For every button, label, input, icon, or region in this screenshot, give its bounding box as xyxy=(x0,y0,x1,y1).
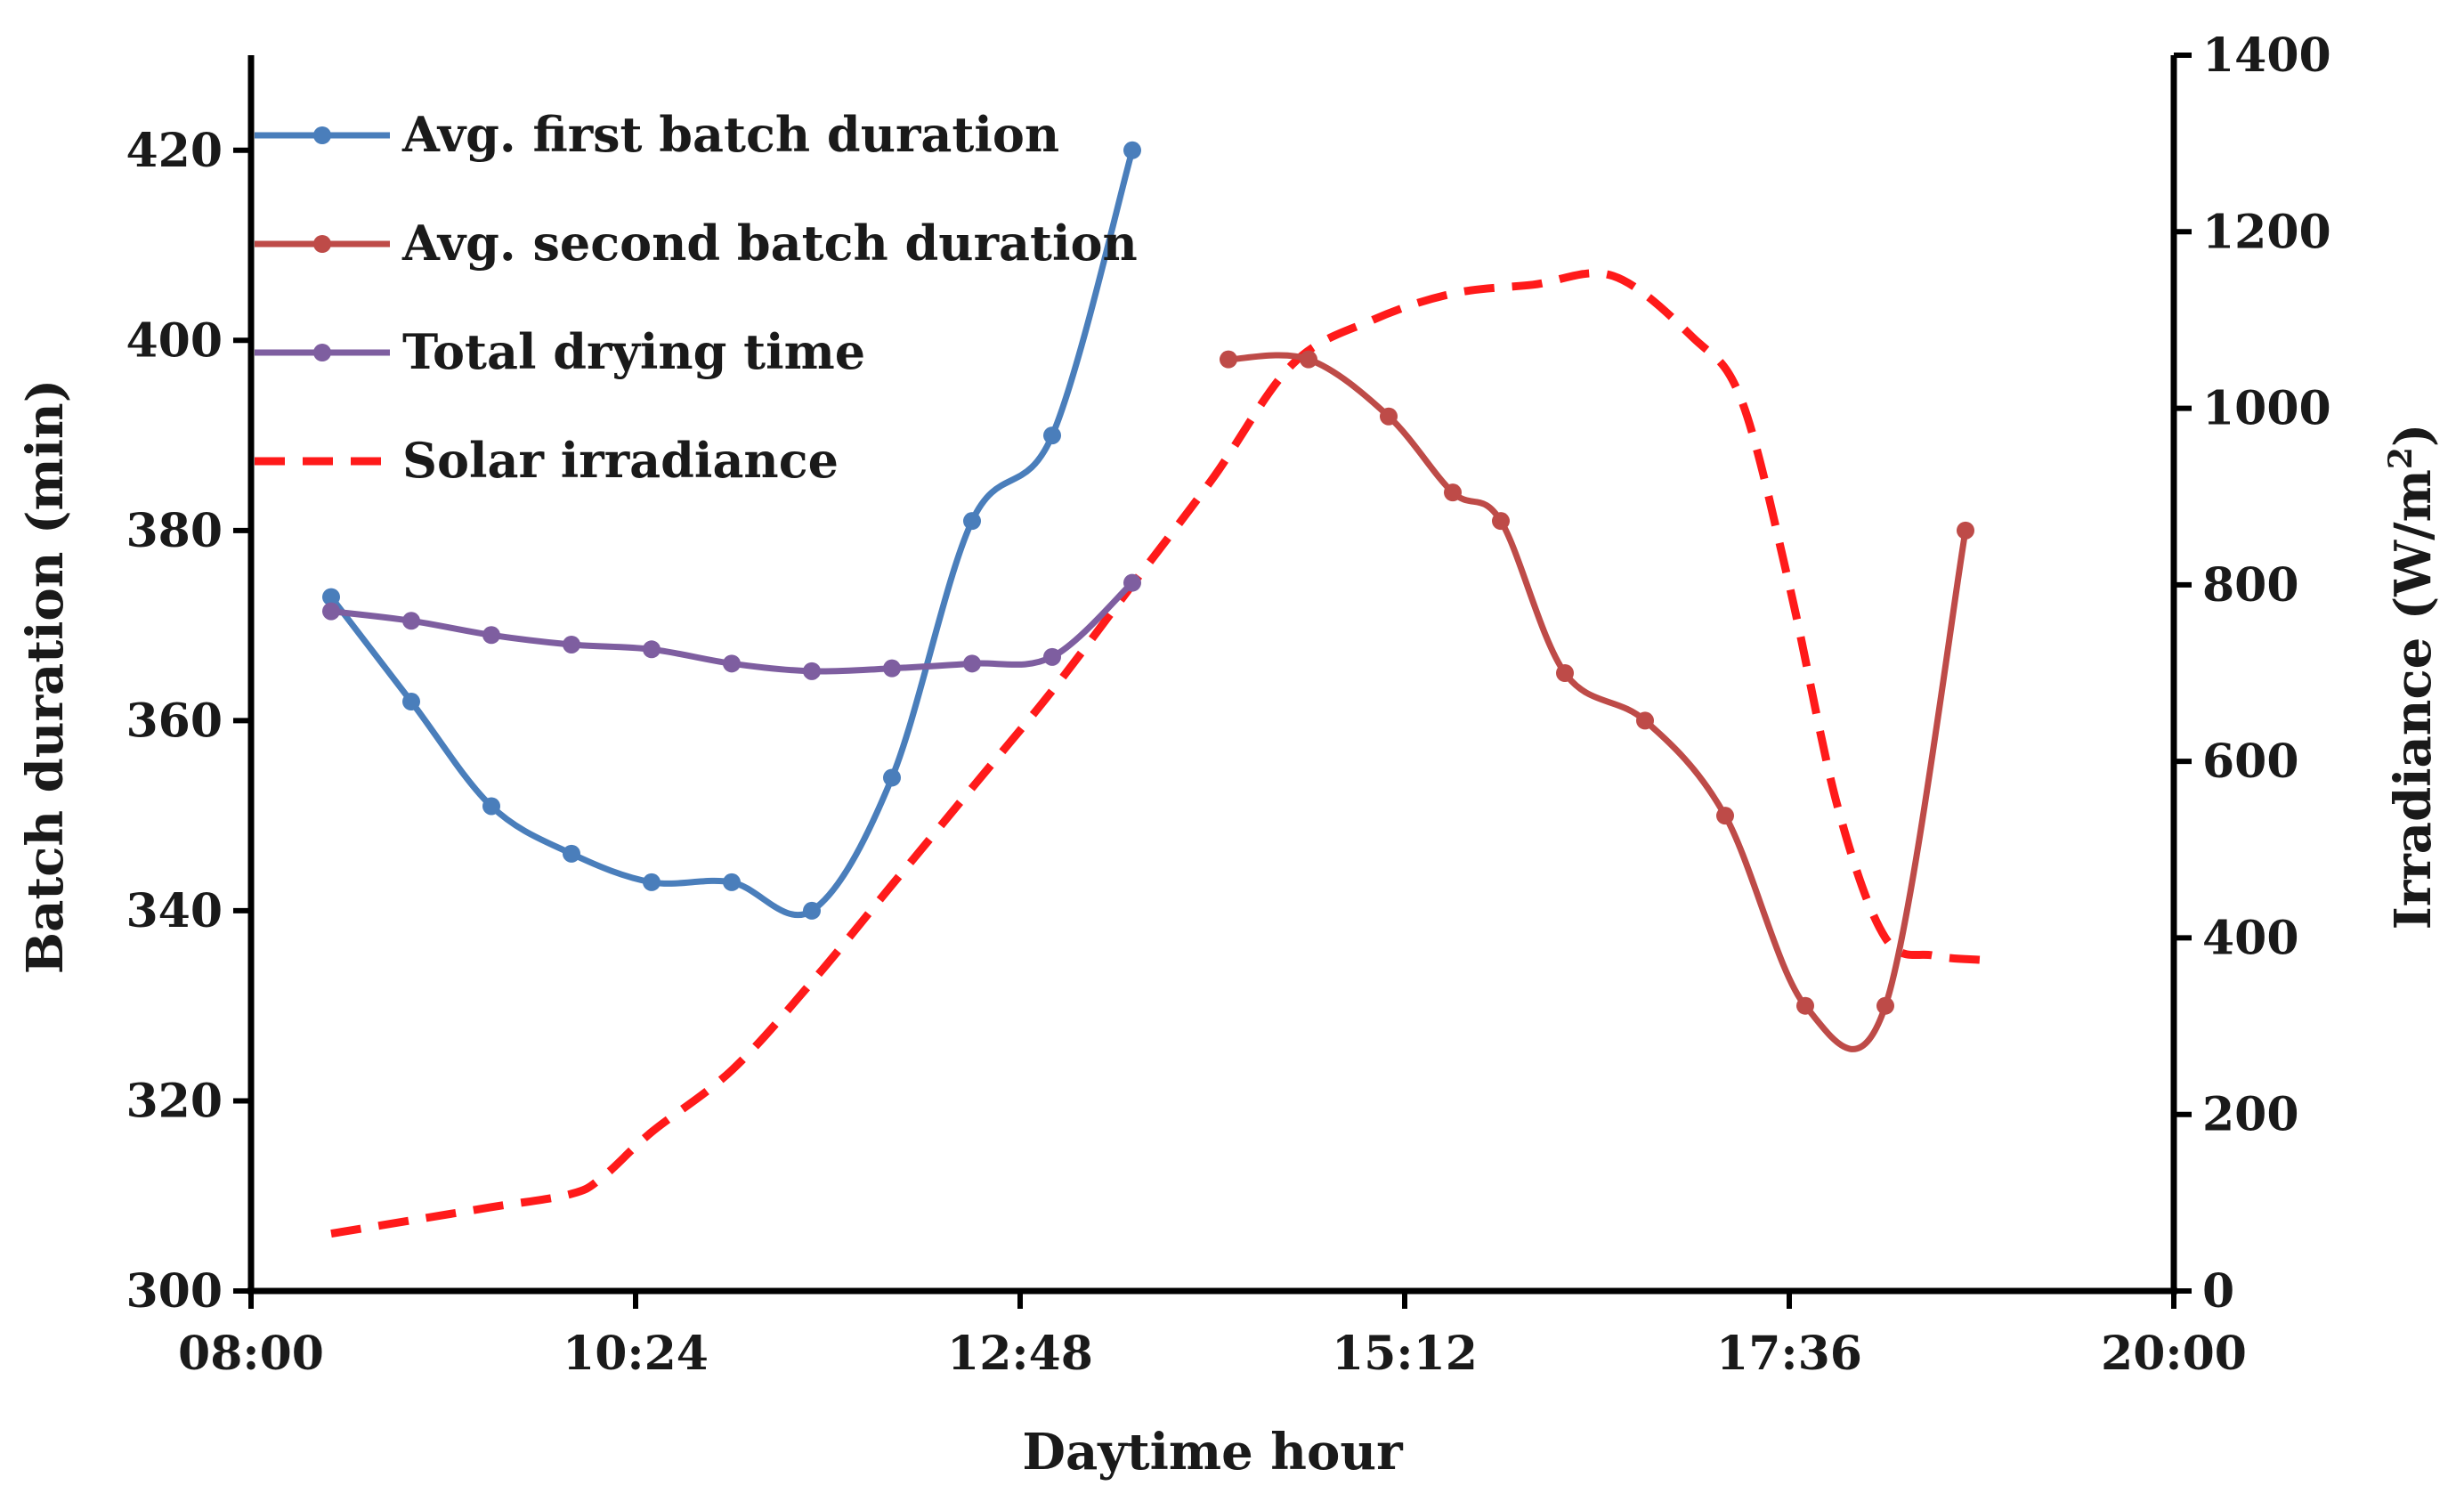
data-point xyxy=(883,659,901,678)
y2-tick-label: 0 xyxy=(2202,1264,2234,1319)
series-line-avg-first-batch-duration xyxy=(328,149,1136,919)
y-axis-title: Batch duration (min) xyxy=(16,379,75,974)
data-point xyxy=(322,588,340,606)
x-tick-label: 10:24 xyxy=(563,1327,709,1381)
legend-item-solar-irradiance: Solar irradiance xyxy=(255,432,839,489)
y-tick-label: 360 xyxy=(126,694,223,748)
data-point xyxy=(803,662,821,680)
data-point xyxy=(1123,573,1141,592)
y2-tick-label: 800 xyxy=(2202,558,2299,613)
series-solar-irradiance xyxy=(330,269,1982,1238)
data-point xyxy=(1636,711,1654,730)
data-point xyxy=(1492,512,1510,531)
series-line-avg-second-batch-duration xyxy=(1228,352,1969,1052)
legend-label: Total drying time xyxy=(402,323,865,380)
data-point xyxy=(1380,407,1398,426)
series-avg-second-batch-duration xyxy=(1220,350,1974,1052)
data-point xyxy=(563,635,580,654)
data-point xyxy=(1043,647,1061,666)
data-point xyxy=(1444,483,1462,502)
axes-group xyxy=(247,55,2177,1295)
data-point xyxy=(643,640,661,659)
x-tick-label: 17:36 xyxy=(1716,1327,1862,1381)
y2-tick-label: 200 xyxy=(2202,1088,2299,1142)
y2-tick-label: 600 xyxy=(2202,735,2299,789)
y-tick-label: 340 xyxy=(126,884,223,938)
data-point xyxy=(322,602,340,621)
legend-item-avg-first-batch-duration: Avg. first batch duration xyxy=(255,106,1059,163)
data-point xyxy=(963,654,981,673)
data-point xyxy=(402,693,420,711)
data-point xyxy=(1957,521,1974,540)
series-total-drying-time xyxy=(322,573,1141,680)
data-point xyxy=(1556,664,1574,682)
y-tick-label: 320 xyxy=(126,1074,223,1128)
y2-tick-label: 1200 xyxy=(2202,205,2331,259)
legend-label: Avg. second batch duration xyxy=(401,215,1138,272)
y2-tick-label: 1400 xyxy=(2202,28,2331,83)
x-tick-label: 20:00 xyxy=(2101,1327,2247,1381)
legend-marker xyxy=(313,344,331,361)
data-point xyxy=(723,654,741,673)
data-point xyxy=(723,873,741,891)
x-tick-label: 08:00 xyxy=(178,1327,324,1381)
x-tick-label: 15:12 xyxy=(1332,1327,1478,1381)
legend-marker xyxy=(313,235,331,253)
series-avg-first-batch-duration xyxy=(322,141,1141,920)
y-tick-label: 420 xyxy=(126,124,223,178)
y2-tick-label: 400 xyxy=(2202,911,2299,965)
data-point xyxy=(482,797,500,816)
y2-axis-title-sup: 2 xyxy=(2382,447,2419,469)
legend-label: Avg. first batch duration xyxy=(401,106,1059,163)
legend-item-avg-second-batch-duration: Avg. second batch duration xyxy=(255,215,1138,272)
x-tick-label: 12:48 xyxy=(947,1327,1093,1381)
data-point xyxy=(1220,350,1237,369)
y2-axis-title-main: Irradiance (W/m xyxy=(2384,469,2443,930)
y-tick-label: 380 xyxy=(126,504,223,558)
data-point xyxy=(402,612,420,630)
y2-tick-label: 1000 xyxy=(2202,382,2331,436)
data-point xyxy=(1123,141,1141,159)
data-point xyxy=(803,901,821,920)
data-point xyxy=(563,844,580,863)
data-point xyxy=(883,768,901,787)
y2-axis-title-end: ) xyxy=(2384,424,2443,448)
data-point xyxy=(1043,426,1061,445)
data-point xyxy=(1300,350,1317,369)
y-tick-label: 300 xyxy=(126,1264,223,1319)
legend-marker xyxy=(313,126,331,144)
data-point xyxy=(963,512,981,531)
y2-axis-title: Irradiance (W/m2) xyxy=(2382,424,2443,930)
series-line-solar-irradiance xyxy=(330,269,1982,1238)
data-point xyxy=(1796,996,1814,1015)
x-axis-title: Daytime hour xyxy=(1022,1423,1404,1482)
data-point xyxy=(643,873,661,891)
data-point xyxy=(1876,996,1894,1015)
legend-item-total-drying-time: Total drying time xyxy=(255,323,865,380)
data-point xyxy=(1716,807,1734,825)
y-tick-label: 400 xyxy=(126,313,223,368)
series-group xyxy=(322,141,1982,1238)
legend: Avg. first batch duration Avg. second bat… xyxy=(255,106,1138,489)
legend-label: Solar irradiance xyxy=(402,432,839,489)
data-point xyxy=(482,626,500,645)
ticks-group: 300 320 340 360 380 400 420 0 200 400 600 800 1000 12… xyxy=(126,28,2330,1381)
